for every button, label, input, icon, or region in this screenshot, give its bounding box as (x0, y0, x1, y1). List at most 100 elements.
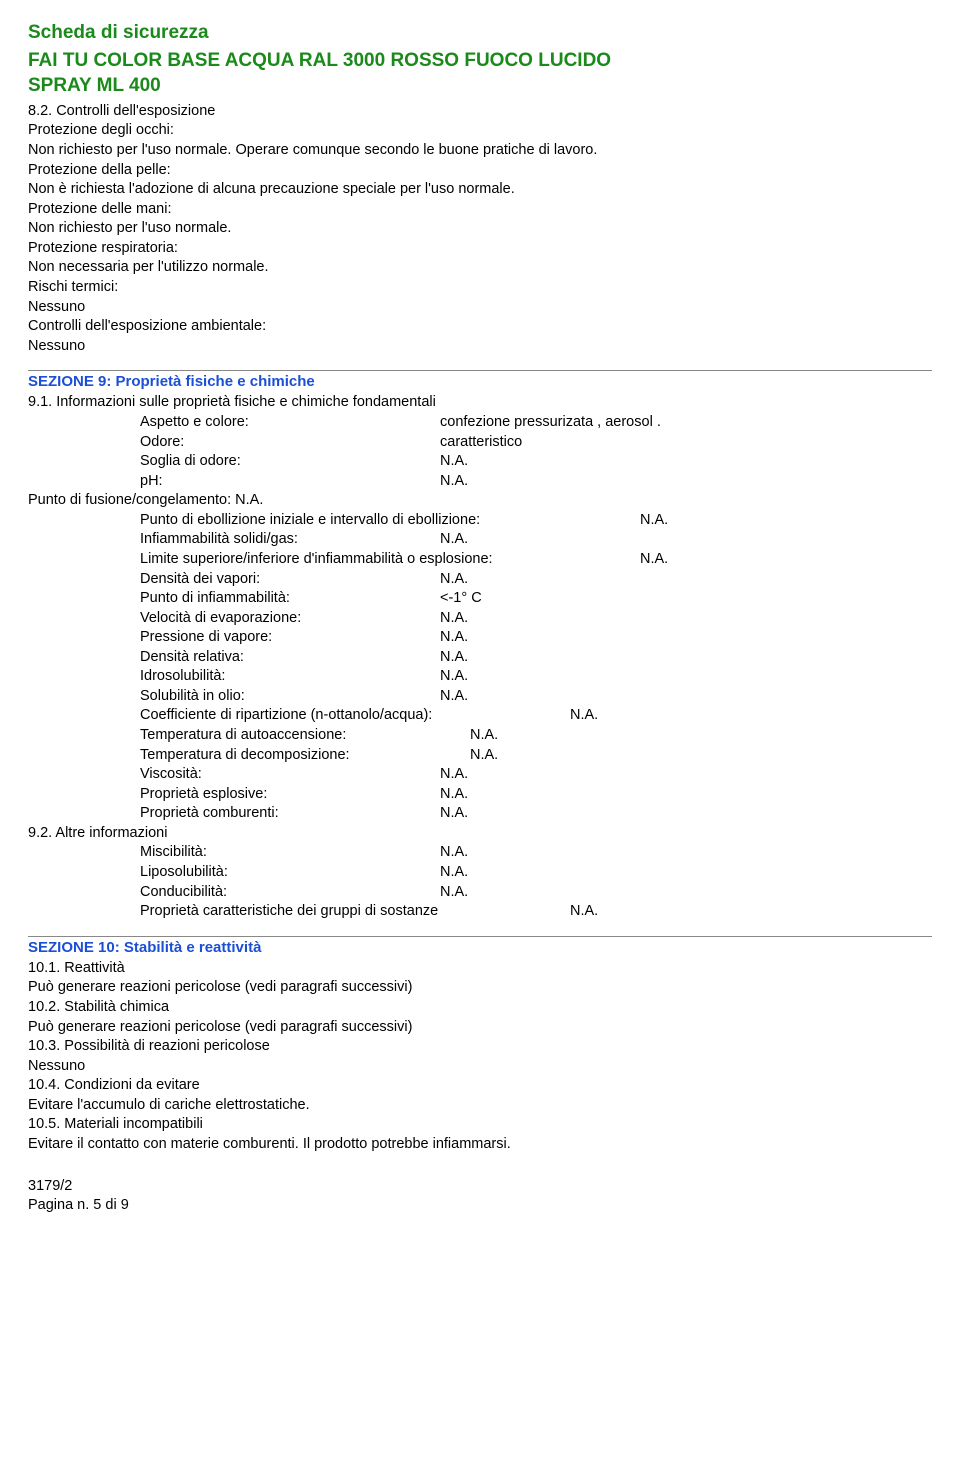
subsection-9-2: 9.2. Altre informazioni (28, 824, 932, 844)
subsection-10-3-body: Nessuno (28, 1057, 932, 1077)
prop-flash-point: Punto di infiammabilità: <-1° C (140, 589, 932, 609)
prop-value: N.A. (570, 902, 598, 922)
prop-label: Limite superiore/inferiore d'infiammabil… (140, 550, 640, 570)
respiratory-protection-body: Non necessaria per l'utilizzo normale. (28, 258, 932, 278)
eyes-protection-label: Protezione degli occhi: (28, 121, 932, 141)
prop-label: Viscosità: (140, 765, 440, 785)
prop-value: N.A. (440, 843, 468, 863)
prop-appearance: Aspetto e colore: confezione pressurizat… (140, 413, 932, 433)
prop-value: N.A. (640, 550, 668, 570)
prop-value: N.A. (440, 883, 468, 903)
prop-value: N.A. (470, 746, 498, 766)
prop-label: Miscibilità: (140, 843, 440, 863)
prop-label: Densità dei vapori: (140, 570, 440, 590)
prop-value: N.A. (440, 628, 468, 648)
prop-value: N.A. (440, 570, 468, 590)
section-8-body: 8.2. Controlli dell'esposizione Protezio… (28, 102, 932, 356)
prop-label: Punto di ebollizione iniziale e interval… (140, 511, 640, 531)
header-line-1: Scheda di sicurezza (28, 20, 932, 46)
document-header: Scheda di sicurezza FAI TU COLOR BASE AC… (28, 20, 932, 99)
prop-group-characteristics: Proprietà caratteristiche dei gruppi di … (140, 902, 932, 922)
prop-boiling-point: Punto di ebollizione iniziale e interval… (140, 511, 932, 531)
prop-label: Temperatura di autoaccensione: (140, 726, 470, 746)
prop-label: Proprietà esplosive: (140, 785, 440, 805)
subsection-10-2: 10.2. Stabilità chimica (28, 998, 932, 1018)
prop-ph: pH: N.A. (140, 472, 932, 492)
prop-label: Temperatura di decomposizione: (140, 746, 470, 766)
subsection-10-3: 10.3. Possibilità di reazioni pericolose (28, 1037, 932, 1057)
prop-value: N.A. (440, 863, 468, 883)
header-line-3: SPRAY ML 400 (28, 73, 932, 99)
thermal-risks-label: Rischi termici: (28, 278, 932, 298)
page-footer: 3179/2 Pagina n. 5 di 9 (28, 1177, 932, 1216)
prop-label: Conducibilità: (140, 883, 440, 903)
prop-flammability-limit: Limite superiore/inferiore d'infiammabil… (140, 550, 932, 570)
prop-value: N.A. (440, 609, 468, 629)
footer-page-number: Pagina n. 5 di 9 (28, 1196, 932, 1216)
subsection-10-1: 10.1. Reattività (28, 959, 932, 979)
prop-conductivity: Conducibilità: N.A. (140, 883, 932, 903)
prop-autoignition-temp: Temperatura di autoaccensione: N.A. (140, 726, 932, 746)
section-10-body: 10.1. Reattività Può generare reazioni p… (28, 959, 932, 1155)
section-9-heading: SEZIONE 9: Proprietà fisiche e chimiche (28, 370, 932, 392)
prop-value: N.A. (440, 530, 468, 550)
subsection-10-2-body: Può generare reazioni pericolose (vedi p… (28, 1018, 932, 1038)
subsection-8-2: 8.2. Controlli dell'esposizione (28, 102, 932, 122)
hands-protection-body: Non richiesto per l'uso normale. (28, 219, 932, 239)
prop-label: Idrosolubilità: (140, 667, 440, 687)
prop-oxidizing: Proprietà comburenti: N.A. (140, 804, 932, 824)
env-exposure-body: Nessuno (28, 337, 932, 357)
prop-odor: Odore: caratteristico (140, 433, 932, 453)
prop-melting-point: Punto di fusione/congelamento: N.A. (28, 491, 932, 511)
prop-oil-solubility: Solubilità in olio: N.A. (140, 687, 932, 707)
subsection-10-4-body: Evitare l'accumulo di cariche elettrosta… (28, 1096, 932, 1116)
prop-label: pH: (140, 472, 440, 492)
subsection-9-1: 9.1. Informazioni sulle proprietà fisich… (28, 393, 932, 413)
subsection-10-5: 10.5. Materiali incompatibili (28, 1115, 932, 1135)
env-exposure-label: Controlli dell'esposizione ambientale: (28, 317, 932, 337)
prop-value: N.A. (440, 472, 468, 492)
prop-value: N.A. (440, 452, 468, 472)
header-line-2: FAI TU COLOR BASE ACQUA RAL 3000 ROSSO F… (28, 48, 932, 74)
prop-evaporation-rate: Velocità di evaporazione: N.A. (140, 609, 932, 629)
prop-liposolubility: Liposolubilità: N.A. (140, 863, 932, 883)
prop-vapor-pressure: Pressione di vapore: N.A. (140, 628, 932, 648)
prop-value: N.A. (440, 785, 468, 805)
prop-value: N.A. (440, 765, 468, 785)
prop-label: Liposolubilità: (140, 863, 440, 883)
prop-value: N.A. (440, 648, 468, 668)
prop-label: Proprietà comburenti: (140, 804, 440, 824)
eyes-protection-body: Non richiesto per l'uso normale. Operare… (28, 141, 932, 161)
subsection-10-1-body: Può generare reazioni pericolose (vedi p… (28, 978, 932, 998)
prop-label: Velocità di evaporazione: (140, 609, 440, 629)
prop-value: caratteristico (440, 433, 522, 453)
thermal-risks-body: Nessuno (28, 298, 932, 318)
subsection-10-5-body: Evitare il contatto con materie comburen… (28, 1135, 932, 1155)
prop-water-solubility: Idrosolubilità: N.A. (140, 667, 932, 687)
prop-value: N.A. (440, 667, 468, 687)
footer-code: 3179/2 (28, 1177, 932, 1197)
prop-label: Solubilità in olio: (140, 687, 440, 707)
prop-value: N.A. (640, 511, 668, 531)
prop-value: N.A. (440, 804, 468, 824)
prop-label: Densità relativa: (140, 648, 440, 668)
prop-vapor-density: Densità dei vapori: N.A. (140, 570, 932, 590)
skin-protection-body: Non è richiesta l'adozione di alcuna pre… (28, 180, 932, 200)
subsection-10-4: 10.4. Condizioni da evitare (28, 1076, 932, 1096)
skin-protection-label: Protezione della pelle: (28, 161, 932, 181)
prop-odor-threshold: Soglia di odore: N.A. (140, 452, 932, 472)
prop-label: Coefficiente di ripartizione (n-ottanolo… (140, 706, 570, 726)
prop-value: N.A. (470, 726, 498, 746)
prop-label: Odore: (140, 433, 440, 453)
prop-explosive: Proprietà esplosive: N.A. (140, 785, 932, 805)
prop-partition-coeff: Coefficiente di ripartizione (n-ottanolo… (140, 706, 932, 726)
prop-relative-density: Densità relativa: N.A. (140, 648, 932, 668)
prop-label: Proprietà caratteristiche dei gruppi di … (140, 902, 570, 922)
prop-label: Soglia di odore: (140, 452, 440, 472)
hands-protection-label: Protezione delle mani: (28, 200, 932, 220)
prop-value: <-1° C (440, 589, 482, 609)
section-9-body: 9.1. Informazioni sulle proprietà fisich… (28, 393, 932, 921)
prop-viscosity: Viscosità: N.A. (140, 765, 932, 785)
section-10-heading: SEZIONE 10: Stabilità e reattività (28, 936, 932, 958)
respiratory-protection-label: Protezione respiratoria: (28, 239, 932, 259)
